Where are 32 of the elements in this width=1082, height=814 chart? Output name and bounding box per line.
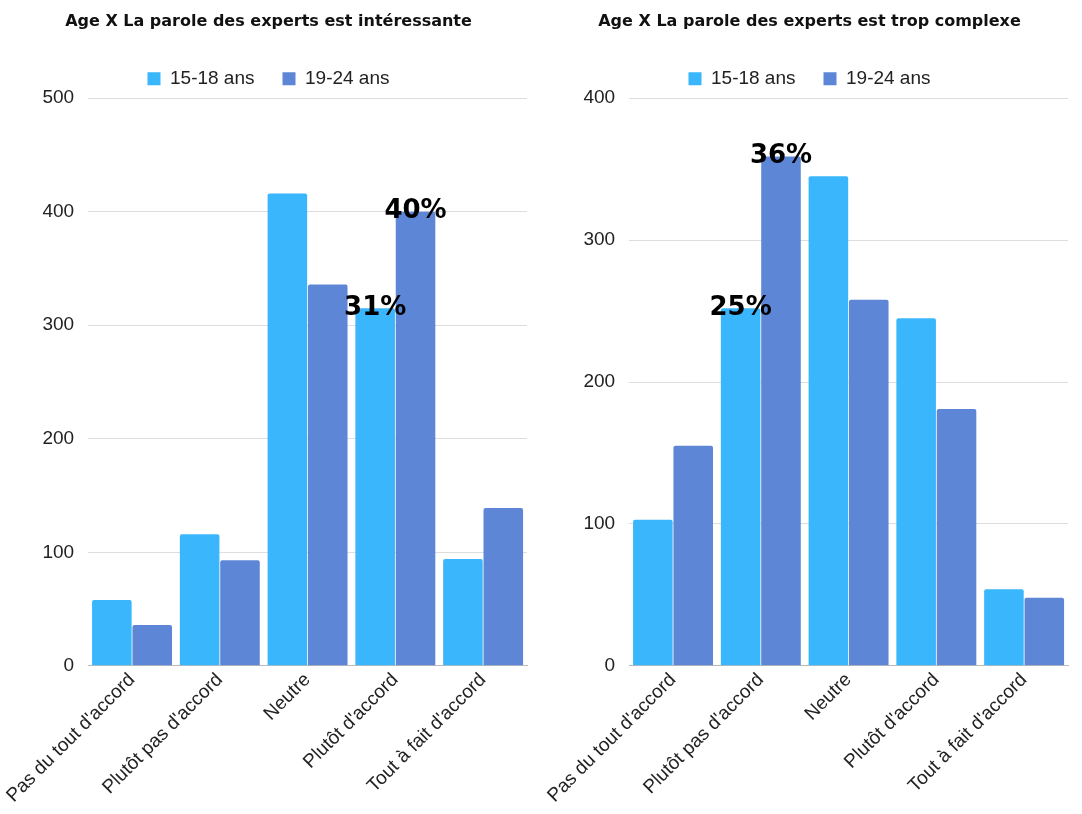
bar [848,299,889,666]
bar [633,519,673,666]
y-tick-label: 100 [583,512,616,534]
y-tick-label: 400 [42,199,75,221]
bar [267,193,308,666]
chart-title: Age X La parole des experts est intéressante [65,10,473,30]
chart-title: Age X La parole des experts est trop complexe [598,10,1021,30]
bar [1024,597,1065,666]
bar [220,560,260,666]
y-tick-label: 500 [42,86,75,108]
y-tick-label: 100 [42,540,75,562]
y-tick-label: 0 [63,654,75,676]
y-tick-label: 0 [604,654,616,676]
y-tick-label: 200 [42,427,75,448]
y-tick-label: 300 [42,313,75,335]
legend-label: 19-24 ans [305,66,390,88]
y-tick-label: 300 [583,228,616,250]
bar [132,624,172,666]
y-tick-label: 200 [583,370,616,392]
bar [673,445,713,666]
bar [443,559,483,666]
bar [984,589,1024,666]
legend-label: 19-24 ans [846,66,931,88]
legend-label: 15-18 ans [169,66,255,88]
bar [896,318,936,666]
bar [92,599,132,666]
bar [936,408,977,666]
y-tick-label: 400 [583,86,616,108]
bar [808,176,849,666]
bar [483,508,524,666]
bar [179,534,220,666]
legend-label: 15-18 ans [710,66,796,88]
